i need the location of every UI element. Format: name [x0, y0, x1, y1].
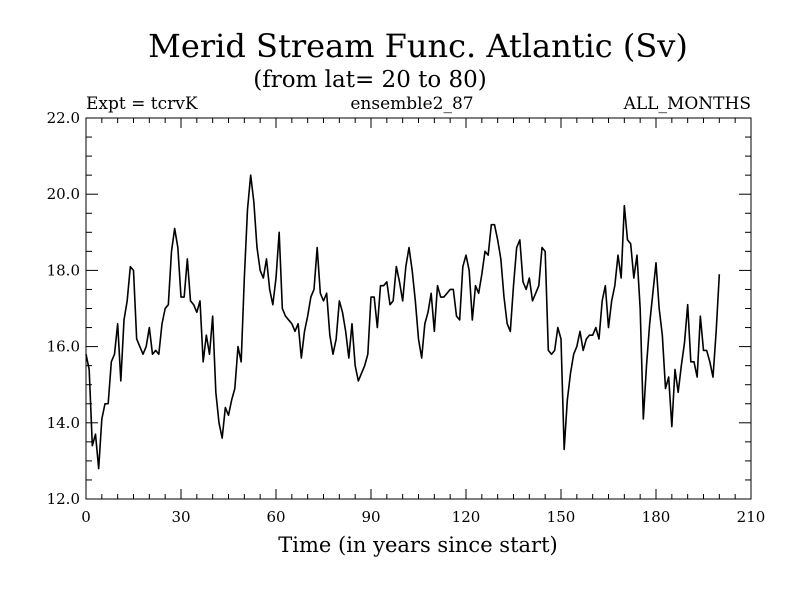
y-tick-label: 22.0 — [47, 109, 80, 127]
x-tick-label: 180 — [642, 508, 671, 526]
x-axis-label: Time (in years since start) — [278, 533, 557, 557]
x-tick-label: 30 — [171, 508, 190, 526]
axis-ticks — [85, 117, 752, 500]
series-line — [85, 174, 721, 470]
header-left-label: Expt = tcrvK — [86, 94, 198, 114]
x-tick-label: 120 — [452, 508, 481, 526]
x-tick-label: 90 — [361, 508, 380, 526]
x-tick-label: 0 — [81, 508, 91, 526]
chart-title: Merid Stream Func. Atlantic (Sv) — [148, 27, 688, 65]
axis-tick-labels: 0 30 60 90 120 150 180 210 12.0 14.0 16.0 18.0 20.0 2… — [47, 109, 766, 526]
chart-subtitle: (from lat= 20 to 80) — [253, 67, 487, 93]
header-center-label: ensemble2_87 — [350, 94, 473, 114]
y-tick-label: 18.0 — [47, 261, 80, 279]
y-tick-label: 14.0 — [47, 414, 80, 432]
x-tick-label: 210 — [737, 508, 766, 526]
x-tick-label: 150 — [547, 508, 576, 526]
series-group — [85, 174, 721, 470]
y-tick-label: 12.0 — [47, 490, 80, 508]
y-tick-label: 16.0 — [47, 338, 80, 356]
header-right-label: ALL_MONTHS — [623, 94, 751, 114]
x-tick-label: 60 — [266, 508, 285, 526]
y-tick-label: 20.0 — [47, 185, 80, 203]
